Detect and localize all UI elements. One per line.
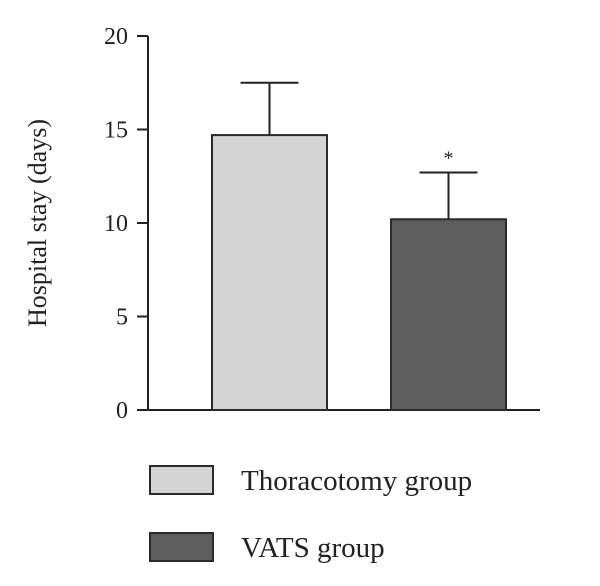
y-tick-label: 15 xyxy=(104,118,128,144)
y-tick-label: 5 xyxy=(116,305,128,331)
legend-swatch xyxy=(149,532,214,562)
bars: * xyxy=(211,81,507,412)
y-axis-title: Hospital stay (days) xyxy=(23,119,52,327)
y-tick-label: 10 xyxy=(104,211,128,237)
bar xyxy=(211,134,328,412)
y-tick-label: 0 xyxy=(116,398,128,424)
y-tick-label: 20 xyxy=(104,24,128,50)
legend-label: VATS group xyxy=(241,532,385,564)
significance-marker: * xyxy=(444,148,454,170)
legend-label: Thoracotomy group xyxy=(241,465,472,497)
legend: Thoracotomy group VATS group xyxy=(149,465,472,564)
bar xyxy=(390,218,507,411)
legend-swatch xyxy=(149,465,214,495)
